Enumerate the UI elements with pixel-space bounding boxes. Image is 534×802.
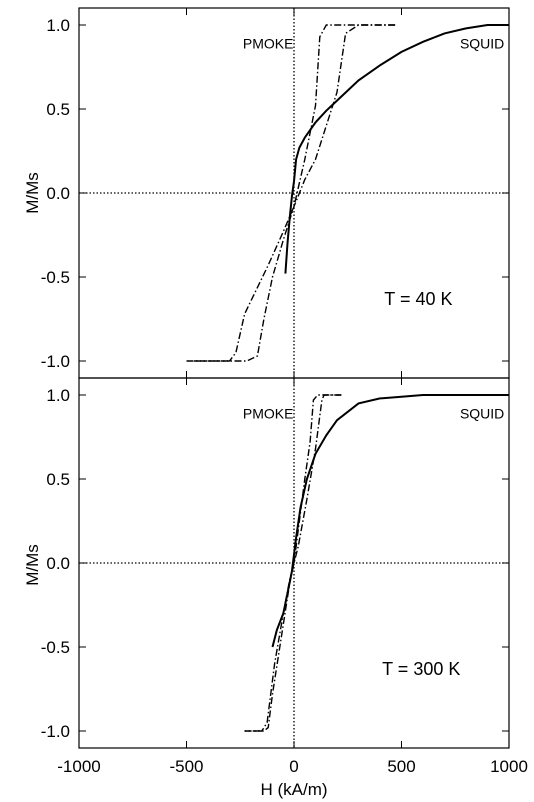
x-tick-label: -500 xyxy=(169,757,203,776)
x-tick-label: 0 xyxy=(289,757,298,776)
bottom-y-axis-title: M/Ms xyxy=(23,544,42,586)
top-pmoke-curve xyxy=(192,24,396,362)
top-annotation-pmoke: PMOKE xyxy=(243,35,294,51)
top-y-axis-title: M/Ms xyxy=(23,172,42,214)
top-y-tick-label: 0.0 xyxy=(46,184,70,203)
bottom-y-tick-label: 0.5 xyxy=(46,470,70,489)
top-y-tick-label: -0.5 xyxy=(41,268,70,287)
x-tick-label: -1000 xyxy=(57,757,100,776)
top-squid-curve xyxy=(284,24,509,274)
top-pmoke-curve xyxy=(186,24,396,362)
bottom-squid-curve xyxy=(271,394,509,648)
top-annotation-temperature: T = 40 K xyxy=(384,289,452,309)
bottom-y-tick-label: 1.0 xyxy=(46,386,70,405)
x-tick-label: 1000 xyxy=(490,757,528,776)
x-axis-title: H (kA/m) xyxy=(260,780,327,799)
top-y-tick-label: 1.0 xyxy=(46,16,70,35)
bottom-y-tick-label: -1.0 xyxy=(41,722,70,741)
bottom-annotation-squid: SQUID xyxy=(460,405,504,421)
top-annotation-squid: SQUID xyxy=(460,35,504,51)
top-y-tick-label: -1.0 xyxy=(41,352,70,371)
bottom-y-tick-label: -0.5 xyxy=(41,638,70,657)
top-y-tick-label: 0.5 xyxy=(46,100,70,119)
bottom-pmoke-curve xyxy=(244,394,342,732)
bottom-pmoke-curve xyxy=(244,394,342,732)
bottom-annotation-temperature: T = 300 K xyxy=(382,659,460,679)
bottom-y-tick-label: 0.0 xyxy=(46,554,70,573)
x-tick-label: 500 xyxy=(387,757,415,776)
bottom-annotation-pmoke: PMOKE xyxy=(243,405,294,421)
